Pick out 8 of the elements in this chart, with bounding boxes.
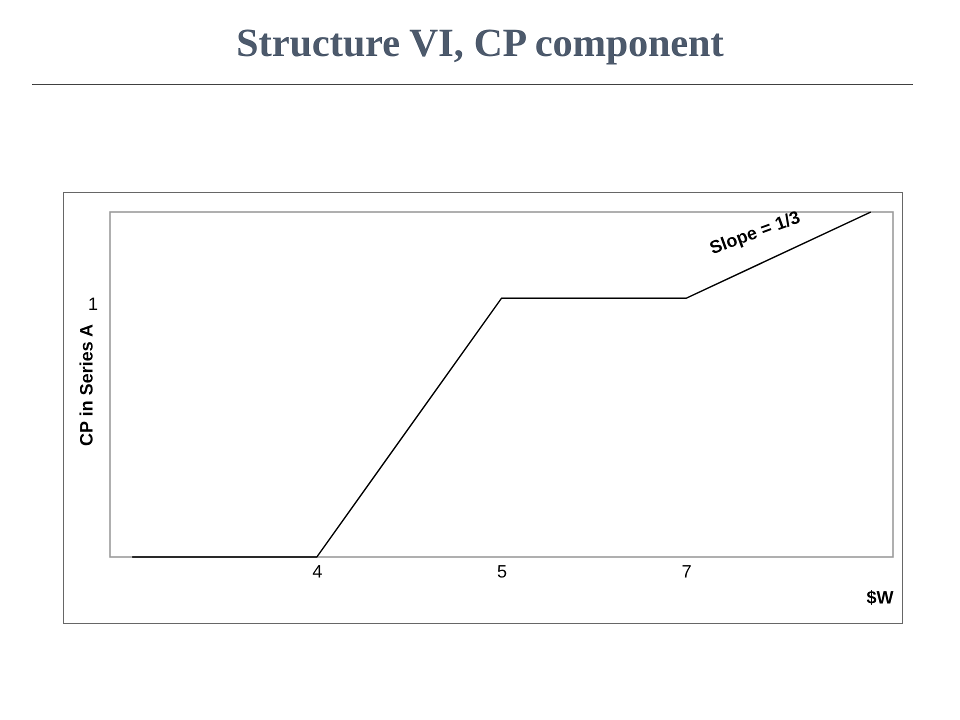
x-tick-label: 5: [496, 562, 508, 582]
annotation: Slope = 1/3: [706, 206, 803, 258]
x-axis-title: $W: [866, 588, 894, 608]
y-axis-title: CP in Series A: [76, 324, 96, 446]
text: 1: [88, 294, 98, 314]
x-tick-label: 4: [312, 562, 322, 582]
chart-title: Structure VI, CP component: [235, 19, 725, 67]
x-tick-label: 7: [682, 562, 692, 582]
